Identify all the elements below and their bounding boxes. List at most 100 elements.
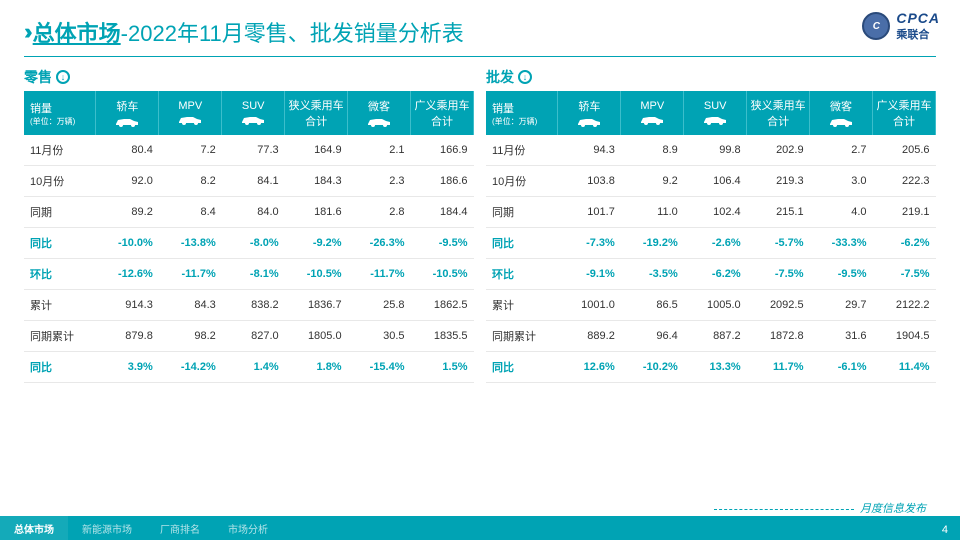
cell: 2092.5 (747, 290, 810, 321)
cell: 219.1 (873, 197, 936, 228)
cell: 12.6% (558, 352, 621, 383)
col-header: MPV (621, 91, 684, 135)
cell: 1005.0 (684, 290, 747, 321)
col-header: 微客 (348, 91, 411, 135)
cell: -19.2% (621, 228, 684, 259)
col-header: SUV (222, 91, 285, 135)
cell: 84.1 (222, 166, 285, 197)
table-row: 同期累计879.898.2827.01805.030.51835.5 (24, 321, 474, 352)
row-label: 环比 (24, 259, 96, 290)
footer-tab[interactable]: 市场分析 (214, 516, 282, 540)
cell: 89.2 (96, 197, 159, 228)
cell: 879.8 (96, 321, 159, 352)
cell: 96.4 (621, 321, 684, 352)
table-row: 11月份94.38.999.8202.92.7205.6 (486, 135, 936, 166)
cell: 8.9 (621, 135, 684, 166)
cell: 3.9% (96, 352, 159, 383)
cell: -6.2% (684, 259, 747, 290)
cell: 86.5 (621, 290, 684, 321)
cell: 1862.5 (411, 290, 474, 321)
cell: 1.5% (411, 352, 474, 383)
cell: 98.2 (159, 321, 222, 352)
wholesale-heading: 批发 ↓ (486, 67, 936, 87)
cell: -7.5% (747, 259, 810, 290)
cell: 1.4% (222, 352, 285, 383)
row-label: 同期 (24, 197, 96, 228)
cell: -7.3% (558, 228, 621, 259)
col-header: MPV (159, 91, 222, 135)
cell: 7.2 (159, 135, 222, 166)
footer-tab[interactable]: 厂商排名 (146, 516, 214, 540)
cell: -9.5% (411, 228, 474, 259)
down-arrow-icon: ↓ (56, 70, 70, 84)
cell: 30.5 (348, 321, 411, 352)
footer-tab[interactable]: 新能源市场 (68, 516, 146, 540)
cell: 94.3 (558, 135, 621, 166)
row-label: 11月份 (24, 135, 96, 166)
cell: -26.3% (348, 228, 411, 259)
tables-container: 零售 ↓ 销量(单位：万辆)轿车MPVSUV狭义乘用车合计微客广义乘用车合计11… (0, 67, 960, 383)
cell: 80.4 (96, 135, 159, 166)
col-header: 狭义乘用车合计 (747, 91, 810, 135)
row-label: 同期累计 (24, 321, 96, 352)
col-header: 轿车 (96, 91, 159, 135)
wholesale-section: 批发 ↓ 销量(单位：万辆)轿车MPVSUV狭义乘用车合计微客广义乘用车合计11… (486, 67, 936, 383)
cell: 3.0 (810, 166, 873, 197)
row-label: 同期累计 (486, 321, 558, 352)
table-row: 同比3.9%-14.2%1.4%1.8%-15.4%1.5% (24, 352, 474, 383)
table-row: 累计1001.086.51005.02092.529.72122.2 (486, 290, 936, 321)
cell: 184.3 (285, 166, 348, 197)
row-label: 10月份 (24, 166, 96, 197)
row-label: 累计 (24, 290, 96, 321)
col-header: 销量(单位：万辆) (486, 91, 558, 135)
footer-tab[interactable]: 总体市场 (0, 516, 68, 540)
cell: 1835.5 (411, 321, 474, 352)
header: ›› 总体市场 -2022年11月零售、批发销量分析表 (0, 0, 960, 56)
cell: 215.1 (747, 197, 810, 228)
cell: -14.2% (159, 352, 222, 383)
footer-caption: 月度信息发布 (714, 500, 926, 516)
cell: -9.1% (558, 259, 621, 290)
table-row: 累计914.384.3838.21836.725.81862.5 (24, 290, 474, 321)
logo-text-cn: 乘联合 (896, 26, 929, 42)
cell: 99.8 (684, 135, 747, 166)
cell: 84.0 (222, 197, 285, 228)
wholesale-title: 批发 (486, 67, 514, 87)
cell: 2.3 (348, 166, 411, 197)
cell: 11.4% (873, 352, 936, 383)
cell: 2.7 (810, 135, 873, 166)
cell: -13.8% (159, 228, 222, 259)
table-row: 同期89.28.484.0181.62.8184.4 (24, 197, 474, 228)
row-label: 11月份 (486, 135, 558, 166)
cell: 106.4 (684, 166, 747, 197)
table-row: 同期累计889.296.4887.21872.831.61904.5 (486, 321, 936, 352)
cell: 184.4 (411, 197, 474, 228)
chevron-icon: ›› (24, 19, 27, 45)
cell: 9.2 (621, 166, 684, 197)
row-label: 同期 (486, 197, 558, 228)
cell: -10.2% (621, 352, 684, 383)
cell: 219.3 (747, 166, 810, 197)
cell: 1904.5 (873, 321, 936, 352)
cell: -7.5% (873, 259, 936, 290)
col-header: 狭义乘用车合计 (285, 91, 348, 135)
cell: 827.0 (222, 321, 285, 352)
cell: 11.7% (747, 352, 810, 383)
cell: -9.2% (285, 228, 348, 259)
cell: 4.0 (810, 197, 873, 228)
cell: -33.3% (810, 228, 873, 259)
col-header: SUV (684, 91, 747, 135)
cell: -12.6% (96, 259, 159, 290)
page-number: 4 (942, 524, 948, 536)
cell: 1001.0 (558, 290, 621, 321)
table-row: 同比12.6%-10.2%13.3%11.7%-6.1%11.4% (486, 352, 936, 383)
cell: 222.3 (873, 166, 936, 197)
footer-bar: 总体市场新能源市场厂商排名市场分析 (0, 516, 960, 540)
row-label: 累计 (486, 290, 558, 321)
cell: 1872.8 (747, 321, 810, 352)
cell: 1.8% (285, 352, 348, 383)
cell: 838.2 (222, 290, 285, 321)
cell: 166.9 (411, 135, 474, 166)
row-label: 同比 (24, 352, 96, 383)
cell: 186.6 (411, 166, 474, 197)
